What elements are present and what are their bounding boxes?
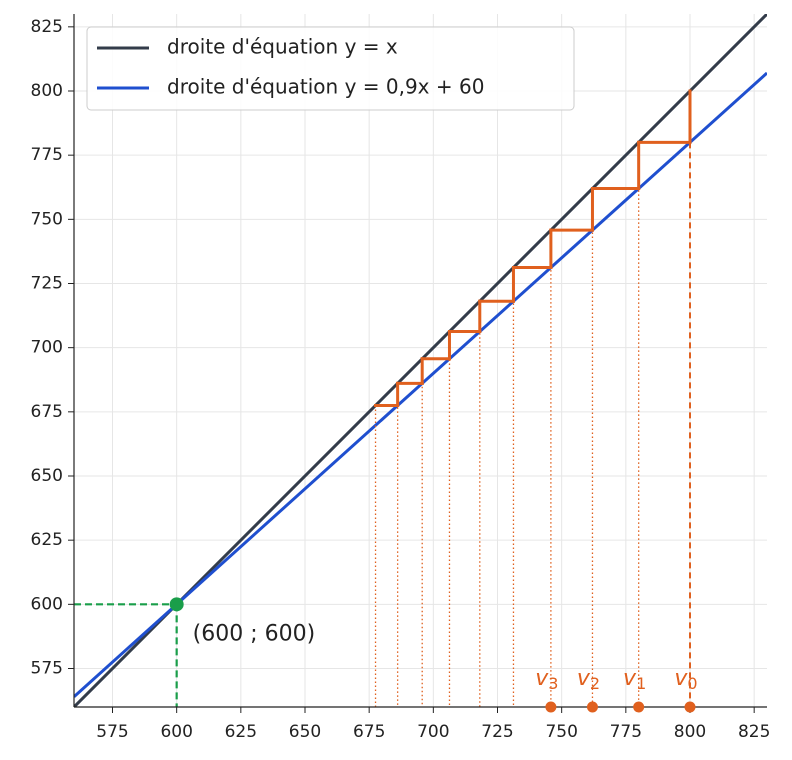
sequence-label-index: 3	[548, 674, 558, 693]
sequence-label: v0	[674, 666, 697, 693]
x-tick-label: 625	[225, 722, 257, 742]
sequence-label-index: 0	[687, 674, 697, 693]
sequence-label: v2	[577, 666, 600, 693]
y-tick-label: 800	[31, 81, 63, 101]
sequence-point	[684, 701, 696, 713]
function-line	[74, 71, 767, 698]
sequence-label: v1	[623, 666, 646, 693]
sequence-point	[633, 701, 645, 713]
x-tick-label: 600	[160, 722, 192, 742]
legend-label: droite d'équation y = 0,9x + 60	[167, 75, 484, 99]
x-tick-label: 825	[738, 722, 770, 742]
legend-label: droite d'équation y = x	[167, 35, 398, 59]
y-tick-label: 725	[31, 274, 63, 294]
y-tick-label: 625	[31, 530, 63, 550]
y-tick-label: 600	[31, 594, 63, 614]
x-tick-label: 800	[674, 722, 706, 742]
fixed-point-label: (600 ; 600)	[193, 621, 316, 646]
fixed-point	[169, 597, 184, 612]
y-tick-label: 700	[31, 338, 63, 358]
legend-box	[86, 26, 575, 111]
sequence-label-index: 2	[590, 674, 600, 693]
y-tick-label: 775	[31, 145, 63, 165]
y-tick-label: 825	[31, 17, 63, 37]
x-tick-label: 775	[610, 722, 642, 742]
sequence-label-symbol: v	[535, 666, 549, 691]
x-tick-label: 725	[481, 722, 513, 742]
sequence-label-symbol: v	[577, 666, 591, 691]
x-tick-label: 575	[96, 722, 128, 742]
sequence-label-symbol: v	[674, 666, 688, 691]
y-tick-label: 750	[31, 209, 63, 229]
sequence-point	[545, 701, 557, 713]
x-tick-label: 650	[289, 722, 321, 742]
y-tick-label: 575	[31, 659, 63, 679]
sequence-label-symbol: v	[623, 666, 637, 691]
y-tick-label: 650	[31, 466, 63, 486]
x-tick-label: 675	[353, 722, 385, 742]
x-tick-label: 750	[545, 722, 577, 742]
sequence-point	[586, 701, 598, 713]
sequence-label-index: 1	[636, 674, 646, 693]
y-tick-label: 675	[31, 402, 63, 422]
x-tick-label: 700	[417, 722, 449, 742]
sequence-label: v3	[535, 666, 558, 693]
